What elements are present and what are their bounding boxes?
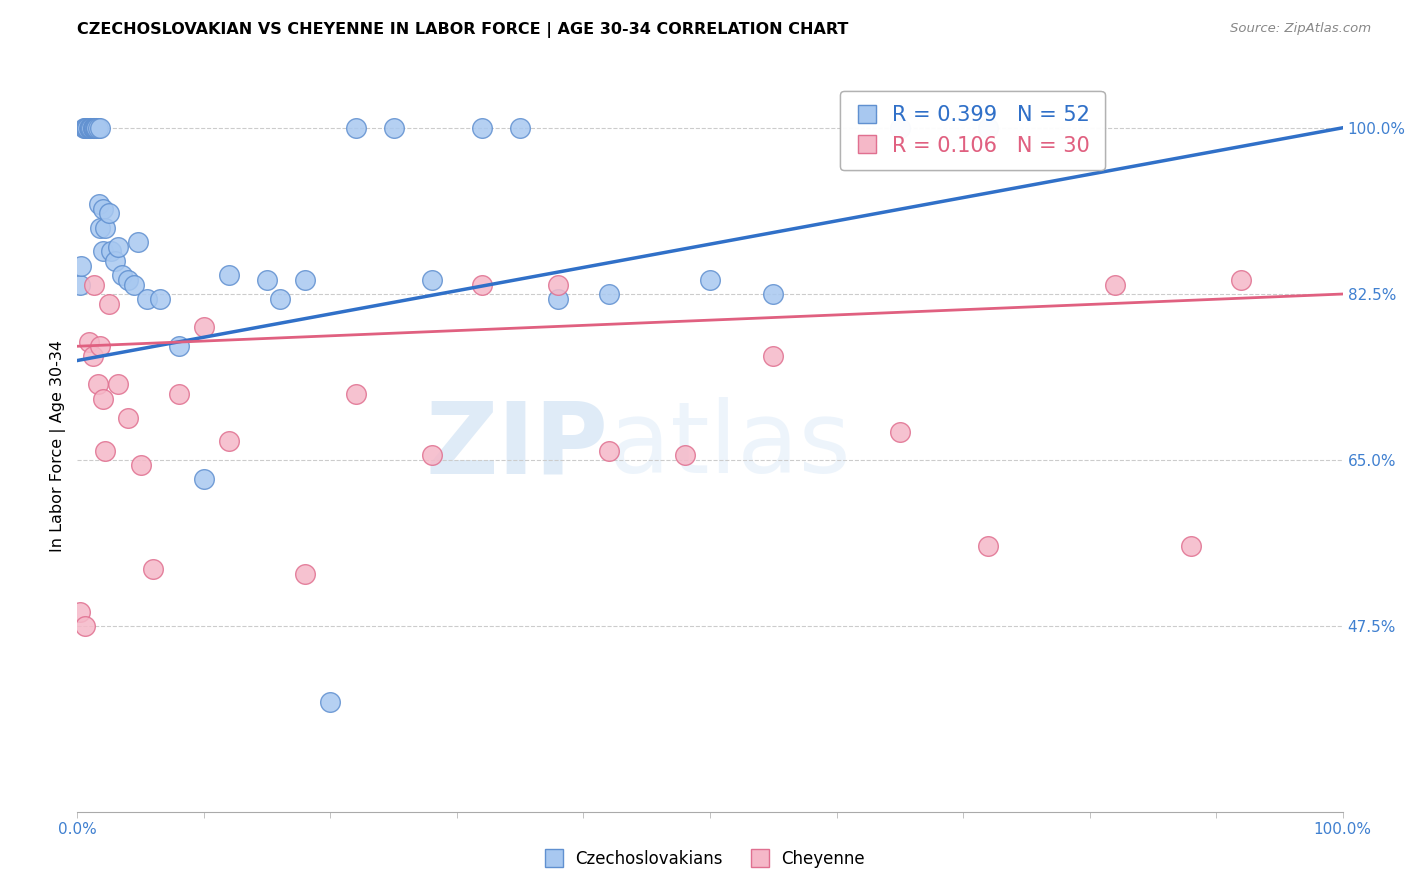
- Text: ZIP: ZIP: [426, 398, 609, 494]
- Point: [218, 268, 240, 282]
- Point: [699, 273, 721, 287]
- Point: [598, 287, 620, 301]
- Point: [193, 472, 215, 486]
- Point: [142, 562, 165, 576]
- Point: [977, 539, 1000, 553]
- Point: [87, 196, 110, 211]
- Point: [167, 339, 190, 353]
- Point: [94, 443, 117, 458]
- Point: [319, 696, 342, 710]
- Point: [547, 277, 569, 292]
- Point: [977, 120, 1000, 135]
- Point: [89, 339, 111, 353]
- Point: [83, 120, 105, 135]
- Point: [79, 120, 101, 135]
- Point: [218, 434, 240, 449]
- Point: [82, 120, 104, 135]
- Legend: Czechoslovakians, Cheyenne: Czechoslovakians, Cheyenne: [534, 844, 872, 875]
- Point: [107, 239, 129, 253]
- Point: [73, 120, 96, 135]
- Point: [73, 619, 96, 633]
- Point: [107, 377, 129, 392]
- Point: [471, 120, 494, 135]
- Point: [598, 443, 620, 458]
- Point: [127, 235, 149, 249]
- Point: [86, 120, 108, 135]
- Point: [75, 120, 97, 135]
- Point: [94, 220, 117, 235]
- Point: [69, 277, 91, 292]
- Point: [77, 334, 100, 349]
- Point: [89, 220, 111, 235]
- Point: [129, 458, 152, 472]
- Y-axis label: In Labor Force | Age 30-34: In Labor Force | Age 30-34: [51, 340, 66, 552]
- Point: [344, 386, 367, 401]
- Point: [98, 206, 120, 220]
- Text: CZECHOSLOVAKIAN VS CHEYENNE IN LABOR FORCE | AGE 30-34 CORRELATION CHART: CZECHOSLOVAKIAN VS CHEYENNE IN LABOR FOR…: [77, 22, 849, 38]
- Point: [420, 273, 443, 287]
- Point: [91, 244, 114, 259]
- Point: [1230, 273, 1253, 287]
- Point: [547, 292, 569, 306]
- Point: [762, 349, 785, 363]
- Point: [889, 120, 911, 135]
- Point: [509, 120, 531, 135]
- Point: [86, 120, 108, 135]
- Point: [673, 449, 696, 463]
- Point: [98, 296, 120, 310]
- Point: [86, 120, 108, 135]
- Point: [76, 120, 98, 135]
- Point: [79, 120, 101, 135]
- Point: [382, 120, 405, 135]
- Point: [91, 392, 114, 406]
- Point: [100, 244, 122, 259]
- Point: [91, 202, 114, 216]
- Point: [82, 349, 104, 363]
- Point: [889, 425, 911, 439]
- Point: [82, 120, 104, 135]
- Text: atlas: atlas: [609, 398, 851, 494]
- Point: [256, 273, 278, 287]
- Point: [1180, 539, 1202, 553]
- Point: [471, 277, 494, 292]
- Point: [294, 567, 316, 582]
- Point: [117, 410, 139, 425]
- Point: [80, 120, 103, 135]
- Point: [269, 292, 291, 306]
- Point: [70, 259, 93, 273]
- Point: [136, 292, 159, 306]
- Point: [84, 120, 107, 135]
- Point: [83, 120, 105, 135]
- Legend: R = 0.399   N = 52, R = 0.106   N = 30: R = 0.399 N = 52, R = 0.106 N = 30: [839, 91, 1105, 170]
- Point: [117, 273, 139, 287]
- Point: [86, 377, 108, 392]
- Point: [89, 120, 111, 135]
- Point: [104, 253, 127, 268]
- Text: Source: ZipAtlas.com: Source: ZipAtlas.com: [1230, 22, 1371, 36]
- Point: [111, 268, 132, 282]
- Point: [762, 287, 785, 301]
- Point: [77, 120, 100, 135]
- Point: [420, 449, 443, 463]
- Point: [149, 292, 172, 306]
- Point: [1104, 277, 1126, 292]
- Point: [69, 605, 91, 619]
- Point: [344, 120, 367, 135]
- Point: [167, 386, 190, 401]
- Point: [124, 277, 146, 292]
- Point: [73, 120, 96, 135]
- Point: [193, 320, 215, 334]
- Point: [294, 273, 316, 287]
- Point: [83, 277, 105, 292]
